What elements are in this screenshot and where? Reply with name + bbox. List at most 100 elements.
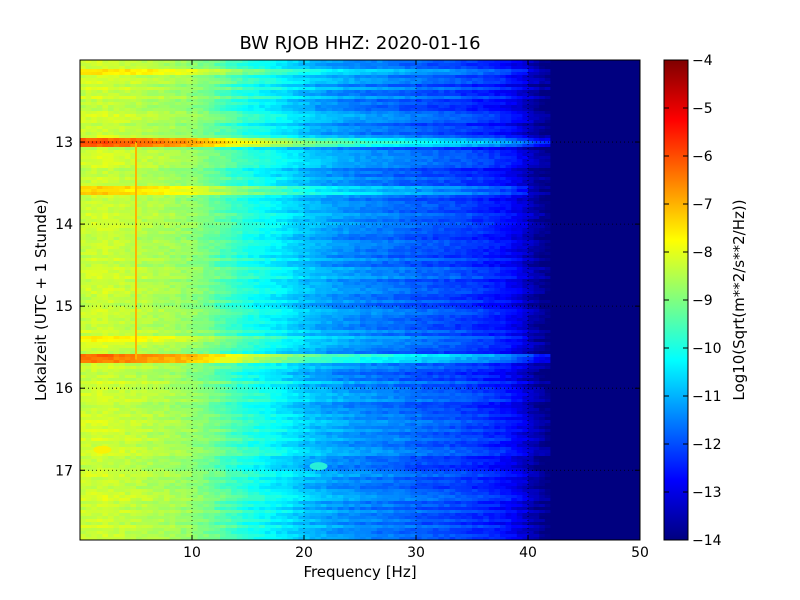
heatmap-cell — [399, 105, 406, 109]
heatmap-cell — [584, 81, 591, 85]
heatmap-cell — [449, 99, 456, 103]
heatmap-cell — [494, 75, 501, 79]
heatmap-cell — [192, 72, 199, 76]
heatmap-cell — [102, 105, 109, 109]
heatmap-cell — [80, 117, 87, 121]
heatmap-cell — [544, 66, 551, 70]
heatmap-cell — [432, 69, 439, 73]
heatmap-cell — [522, 90, 529, 94]
heatmap-cell — [544, 93, 551, 97]
heatmap-cell — [130, 108, 137, 112]
heatmap-cell — [628, 105, 635, 109]
heatmap-cell — [544, 99, 551, 103]
heatmap-cell — [572, 93, 579, 97]
heatmap-cell — [410, 60, 417, 64]
heatmap-cell — [466, 111, 473, 115]
heatmap-cell — [595, 72, 602, 76]
heatmap-cell — [354, 117, 361, 121]
heatmap-cell — [561, 87, 568, 91]
heatmap-cell — [477, 63, 484, 67]
heatmap-cell — [354, 84, 361, 88]
heatmap-cell — [343, 108, 350, 112]
heatmap-cell — [253, 96, 260, 100]
heatmap-cell — [130, 69, 137, 73]
heatmap-cell — [488, 93, 495, 97]
heatmap-cell — [376, 111, 383, 115]
heatmap-cell — [186, 84, 193, 88]
heatmap-cell — [113, 102, 120, 106]
heatmap-cell — [628, 81, 635, 85]
heatmap-cell — [410, 102, 417, 106]
heatmap-cell — [578, 93, 585, 97]
heatmap-cell — [102, 120, 109, 124]
heatmap-cell — [309, 96, 316, 100]
heatmap-cell — [175, 102, 182, 106]
heatmap-cell — [371, 96, 378, 100]
heatmap-cell — [220, 111, 227, 115]
heatmap-cell — [326, 81, 333, 85]
heatmap-cell — [634, 78, 640, 82]
heatmap-cell — [108, 105, 115, 109]
heatmap-cell — [102, 81, 109, 85]
heatmap-cell — [343, 93, 350, 97]
heatmap-cell — [147, 105, 154, 109]
heatmap-cell — [186, 63, 193, 67]
heatmap-cell — [477, 84, 484, 88]
heatmap-cell — [136, 78, 143, 82]
heatmap-cell — [158, 117, 165, 121]
heatmap-cell — [180, 60, 187, 64]
heatmap-cell — [315, 84, 322, 88]
heatmap-cell — [421, 78, 428, 82]
heatmap-cell — [505, 69, 512, 73]
heatmap-cell — [399, 90, 406, 94]
heatmap-cell — [309, 84, 316, 88]
heatmap-cell — [169, 60, 176, 64]
heatmap-cell — [488, 81, 495, 85]
heatmap-cell — [399, 102, 406, 106]
heatmap-cell — [595, 93, 602, 97]
heatmap-cell — [365, 69, 372, 73]
heatmap-cell — [561, 96, 568, 100]
heatmap-cell — [511, 69, 518, 73]
heatmap-cell — [550, 117, 557, 121]
heatmap-cell — [220, 87, 227, 91]
heatmap-cell — [360, 69, 367, 73]
heatmap-cell — [337, 78, 344, 82]
heatmap-cell — [589, 111, 596, 115]
heatmap-cell — [460, 111, 467, 115]
heatmap-cell — [169, 111, 176, 115]
heatmap-cell — [141, 117, 148, 121]
heatmap-cell — [203, 66, 210, 70]
heatmap-cell — [108, 90, 115, 94]
heatmap-cell — [427, 114, 434, 118]
heatmap-cell — [343, 96, 350, 100]
heatmap-cell — [354, 111, 361, 115]
heatmap-cell — [494, 90, 501, 94]
heatmap-cell — [91, 102, 98, 106]
heatmap-cell — [96, 96, 103, 100]
heatmap-cell — [192, 60, 199, 64]
heatmap-cell — [544, 72, 551, 76]
heatmap-cell — [617, 99, 624, 103]
heatmap-cell — [432, 108, 439, 112]
heatmap-cell — [472, 111, 479, 115]
heatmap-cell — [197, 114, 204, 118]
heatmap-cell — [85, 105, 92, 109]
heatmap-cell — [80, 96, 87, 100]
heatmap-cell — [466, 72, 473, 76]
heatmap-cell — [600, 81, 607, 85]
heatmap-cell — [309, 87, 316, 91]
heatmap-cell — [360, 90, 367, 94]
heatmap-cell — [231, 63, 238, 67]
heatmap-cell — [326, 60, 333, 64]
heatmap-cell — [500, 78, 507, 82]
heatmap-cell — [516, 72, 523, 76]
heatmap-cell — [404, 111, 411, 115]
heatmap-cell — [186, 117, 193, 121]
heatmap-cell — [169, 87, 176, 91]
heatmap-cell — [292, 108, 299, 112]
heatmap-cell — [483, 93, 490, 97]
heatmap-cell — [152, 93, 159, 97]
heatmap-cell — [617, 66, 624, 70]
